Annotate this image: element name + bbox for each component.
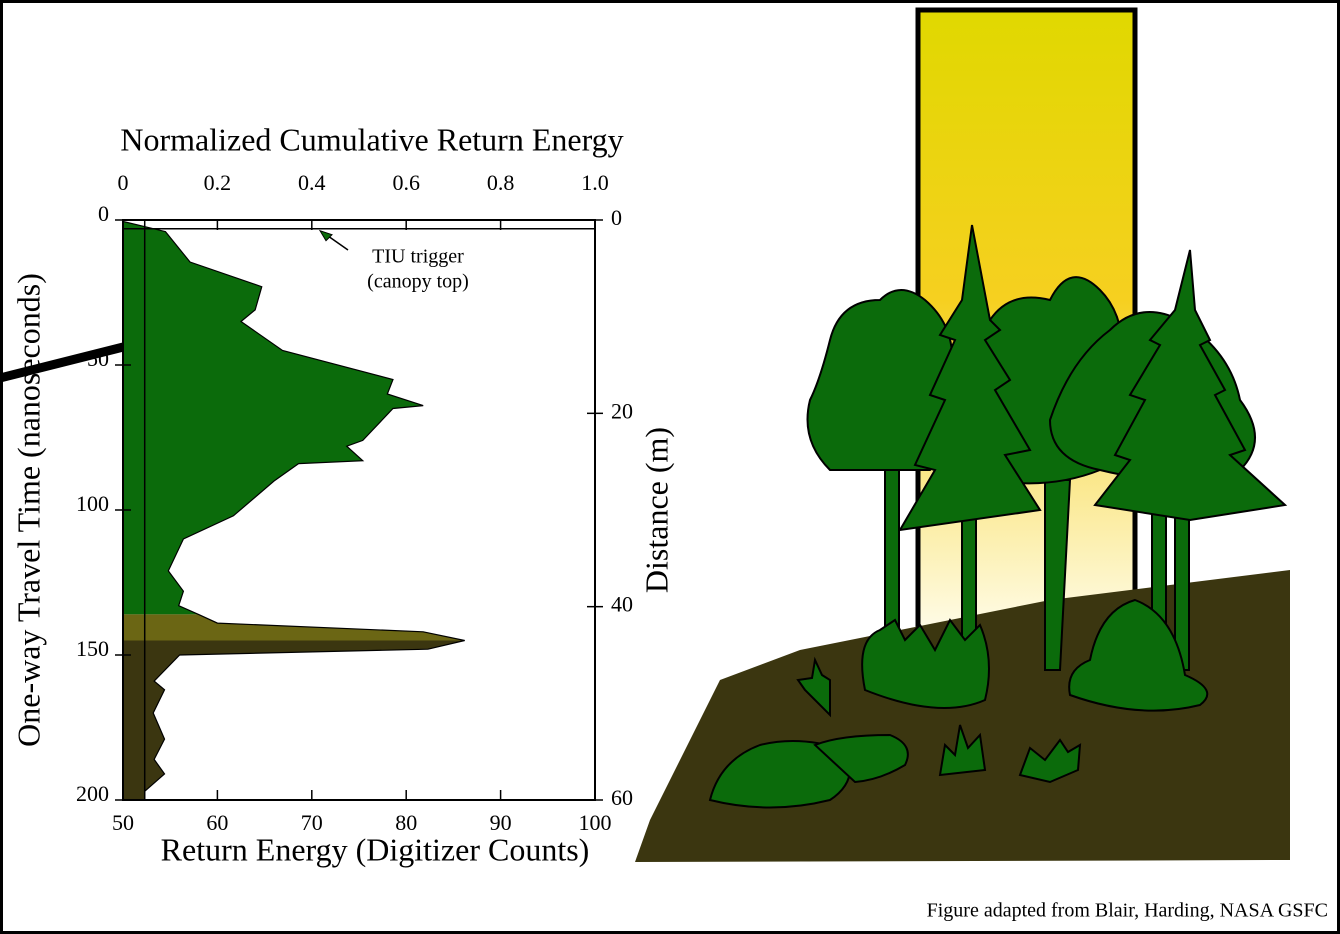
y2-tick-label: 40	[611, 592, 633, 617]
y-tick-label: 100	[76, 491, 109, 516]
x-tick-label: 70	[301, 810, 323, 835]
y2-tick-label: 60	[611, 785, 633, 810]
y2-tick-label: 0	[611, 205, 622, 230]
x2-tick-label: 0.2	[204, 170, 232, 195]
x2-tick-label: 1.0	[581, 170, 609, 195]
x2-axis-label: Normalized Cumulative Return Energy	[120, 121, 623, 157]
y-tick-label: 0	[98, 201, 109, 226]
x-tick-label: 90	[490, 810, 512, 835]
y-tick-label: 150	[76, 636, 109, 661]
annotation: TIU trigger	[372, 246, 464, 268]
x-tick-label: 80	[395, 810, 417, 835]
x2-tick-label: 0.4	[298, 170, 326, 195]
x2-tick-label: 0	[118, 170, 129, 195]
caption: Figure adapted from Blair, Harding, NASA…	[927, 900, 1328, 922]
annotation-arrowhead	[318, 229, 333, 242]
x-tick-label: 100	[579, 810, 612, 835]
x-tick-label: 60	[206, 810, 228, 835]
y-axis-label: One-way Travel Time (nanoseconds)	[10, 273, 46, 747]
annotation: (canopy top)	[367, 271, 469, 293]
x-axis-label: Return Energy (Digitizer Counts)	[161, 831, 590, 867]
y-tick-label: 50	[87, 346, 109, 371]
y2-tick-label: 20	[611, 398, 633, 423]
x2-tick-label: 0.6	[392, 170, 420, 195]
waveform-region	[123, 614, 465, 641]
waveform-region	[123, 221, 424, 615]
waveform-region	[123, 640, 465, 800]
x2-tick-label: 0.8	[487, 170, 515, 195]
x-tick-label: 50	[112, 810, 134, 835]
trees	[708, 224, 1288, 809]
y2-axis-label: Distance (m)	[638, 427, 674, 593]
y-tick-label: 200	[76, 781, 109, 806]
waveform	[122, 220, 465, 801]
illustration	[635, 7, 1290, 862]
